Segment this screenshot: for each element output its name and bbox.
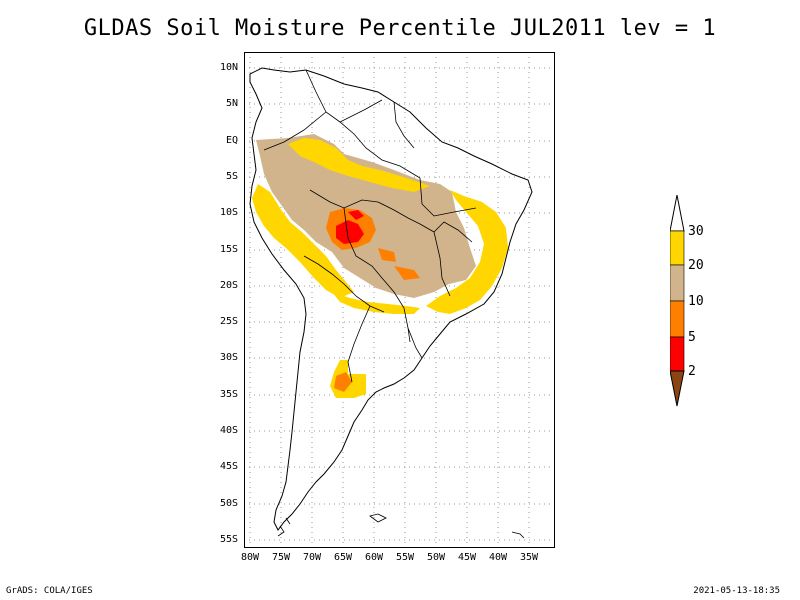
lon-label-45w: 45W	[457, 552, 477, 563]
map-panel	[244, 52, 555, 548]
lat-label-15s: 15S	[219, 244, 238, 255]
lon-label-35w: 35W	[519, 552, 539, 563]
legend-swatch-5-10	[670, 300, 685, 338]
region-20-30-south	[332, 292, 420, 314]
legend-label-10: 10	[688, 294, 704, 309]
region-2-5-core	[336, 210, 364, 244]
legend-swatch-2-5	[670, 336, 685, 372]
footer-credit: GrADS: COLA/IGES	[6, 586, 93, 596]
color-legend	[670, 195, 685, 407]
lon-label-60w: 60W	[364, 552, 384, 563]
continent-outline	[249, 67, 533, 531]
small-islands	[277, 517, 525, 539]
legend-below-triangle	[670, 370, 685, 407]
legend-label-2: 2	[688, 364, 696, 379]
lat-label-5n: 5N	[225, 98, 238, 109]
region-5-10-scatter	[334, 248, 420, 392]
lon-label-65w: 65W	[333, 552, 353, 563]
falkland-islands	[369, 513, 387, 523]
map-title: GLDAS Soil Moisture Percentile JUL2011 l…	[83, 16, 717, 41]
lon-label-40w: 40W	[488, 552, 508, 563]
lat-label-50s: 50S	[219, 498, 238, 509]
moisture-shading	[252, 134, 508, 398]
footer-timestamp: 2021-05-13-18:35	[693, 586, 780, 596]
lon-label-80w: 80W	[240, 552, 260, 563]
legend-swatch-10-20	[670, 264, 685, 302]
region-20-30-west	[252, 184, 354, 298]
lon-label-55w: 55W	[395, 552, 415, 563]
region-20-30-east	[426, 190, 508, 314]
lat-label-30s: 30S	[219, 352, 238, 363]
lat-label-25s: 25S	[219, 316, 238, 327]
lat-label-55s: 55S	[219, 534, 238, 545]
lat-label-35s: 35S	[219, 389, 238, 400]
lon-label-50w: 50W	[426, 552, 446, 563]
lat-label-eq: EQ	[225, 135, 238, 146]
legend-label-30: 30	[688, 224, 704, 239]
lon-label-70w: 70W	[302, 552, 322, 563]
region-20-30-north	[288, 138, 430, 192]
lat-label-45s: 45S	[219, 461, 238, 472]
lat-label-40s: 40S	[219, 425, 238, 436]
coastlines	[249, 67, 533, 539]
country-borders	[263, 69, 477, 383]
legend-label-20: 20	[688, 258, 704, 273]
lon-label-75w: 75W	[271, 552, 291, 563]
lat-label-20s: 20S	[219, 280, 238, 291]
lat-label-10n: 10N	[219, 62, 238, 73]
legend-above-triangle	[670, 195, 685, 232]
lat-label-10s: 10S	[219, 207, 238, 218]
legend-swatch-20-30	[670, 230, 685, 266]
lat-label-5s: 5S	[225, 171, 238, 182]
map-frame	[244, 52, 555, 548]
legend-label-5: 5	[688, 330, 696, 345]
